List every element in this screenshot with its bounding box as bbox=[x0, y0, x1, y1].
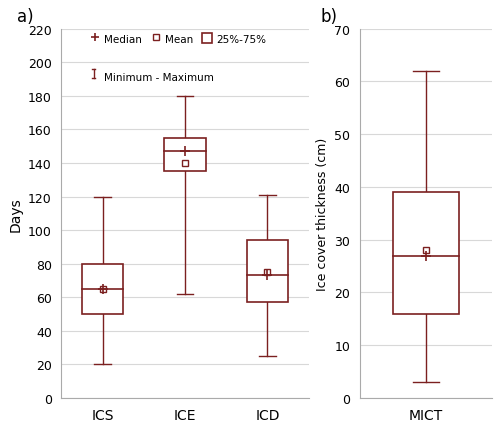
Bar bbox=[82, 264, 124, 314]
Legend: Minimum - Maximum: Minimum - Maximum bbox=[86, 68, 217, 86]
Y-axis label: Ice cover thickness (cm): Ice cover thickness (cm) bbox=[316, 137, 328, 290]
Text: a): a) bbox=[17, 8, 34, 26]
Bar bbox=[164, 138, 205, 172]
Text: b): b) bbox=[320, 8, 338, 26]
Bar bbox=[247, 241, 288, 303]
Y-axis label: Days: Days bbox=[8, 197, 22, 231]
Bar bbox=[393, 193, 458, 314]
